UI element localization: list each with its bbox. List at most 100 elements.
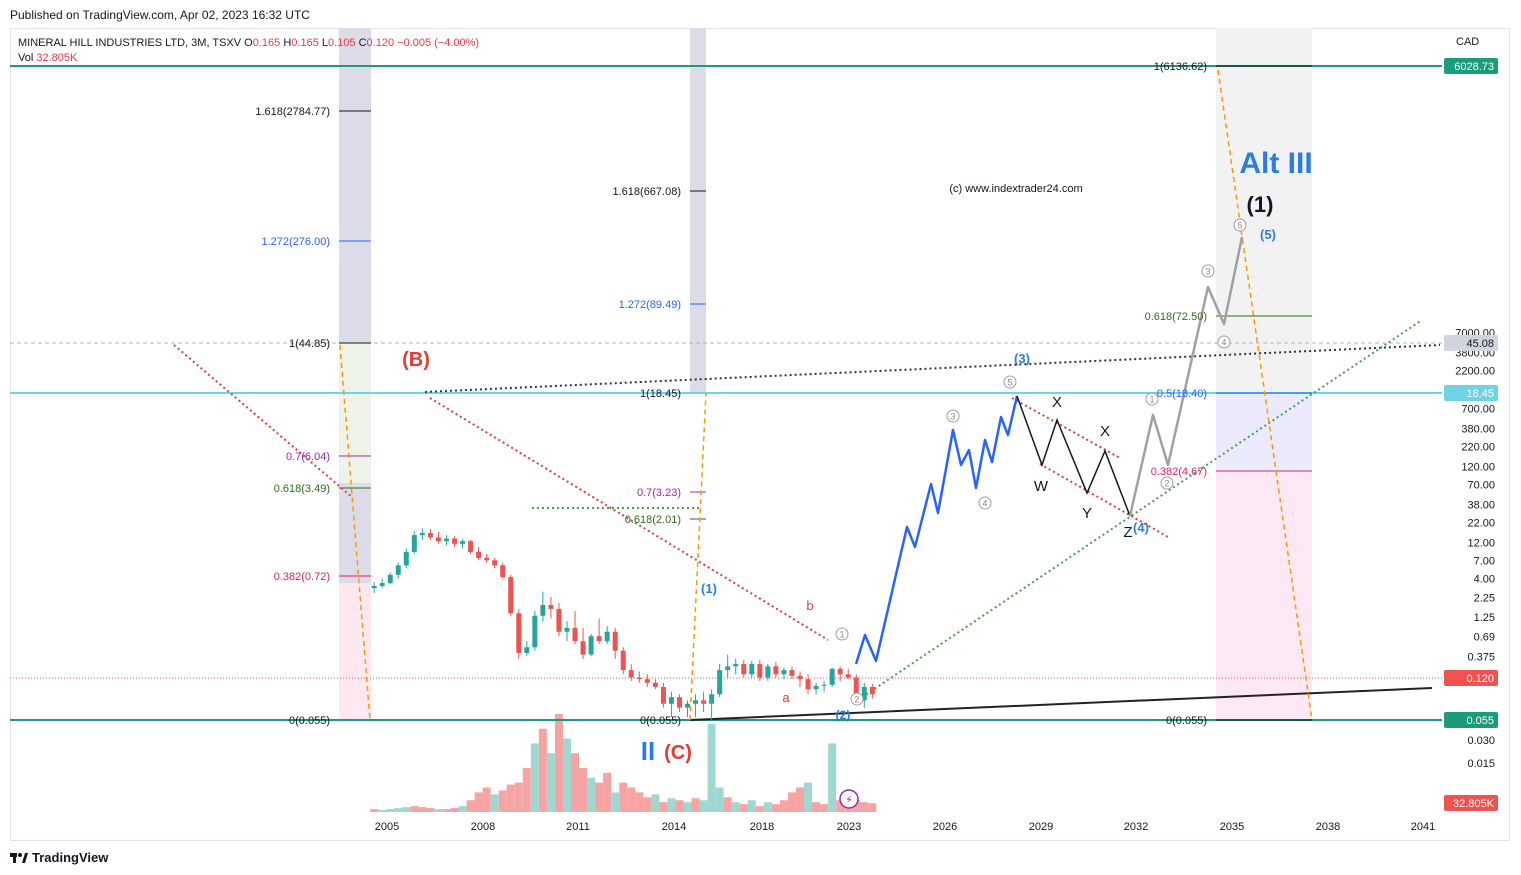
wave-count-circle bbox=[850, 692, 864, 706]
candle-body bbox=[805, 679, 811, 690]
price-tick-label: 22.00 bbox=[1467, 518, 1495, 530]
wave-count-circle bbox=[1145, 392, 1159, 406]
volume-bar bbox=[675, 800, 684, 812]
legend-symbol[interactable]: MINERAL HILL INDUSTRIES LTD, 3M, TSXV bbox=[18, 37, 242, 49]
price-tick-label: 120.00 bbox=[1461, 462, 1495, 474]
fib-level-label: 0.382(4.67) bbox=[1151, 466, 1207, 478]
candle-body bbox=[733, 664, 739, 667]
shade-zone-2004-green bbox=[339, 343, 371, 483]
fib-level-label: 1.618(667.08) bbox=[613, 186, 682, 198]
candle-body bbox=[660, 686, 666, 704]
volume-bar bbox=[450, 808, 459, 812]
candle-body bbox=[484, 557, 490, 561]
volume-bar bbox=[386, 809, 395, 812]
price-tick-label: 38.00 bbox=[1467, 499, 1495, 511]
wave-c-label: (C) bbox=[664, 742, 692, 764]
upper-trendline bbox=[424, 344, 1441, 393]
price-badge bbox=[1444, 58, 1498, 74]
lower-trendline bbox=[689, 687, 1433, 721]
time-tick-label: 2035 bbox=[1220, 821, 1244, 833]
volume-bar bbox=[683, 802, 692, 812]
price-tick-label: 0.375 bbox=[1467, 652, 1495, 664]
wave-count-circle bbox=[1233, 218, 1247, 232]
candle-body bbox=[411, 535, 417, 552]
candle-body bbox=[797, 675, 803, 680]
fib-level-label: 0.382(0.72) bbox=[274, 571, 330, 583]
wave-count-circle bbox=[835, 627, 849, 641]
wave-count-circle bbox=[1201, 264, 1215, 278]
volume-bar bbox=[514, 782, 523, 812]
fib-level-label: 0.5(18.40) bbox=[1157, 388, 1207, 400]
volume-bar bbox=[763, 802, 772, 812]
legend-change: −0.005 (−4.00%) bbox=[397, 37, 480, 49]
volume-bar bbox=[442, 809, 451, 812]
wave-count-circle bbox=[1003, 375, 1017, 389]
candle-body bbox=[741, 664, 747, 675]
candle-body bbox=[612, 631, 618, 651]
volume-bar bbox=[506, 784, 515, 812]
wave-ii-label: II bbox=[641, 736, 655, 766]
volume-bar bbox=[868, 803, 877, 812]
wave-count-label: 2 bbox=[1164, 479, 1169, 489]
price-badge bbox=[1444, 335, 1498, 351]
time-tick-label: 2032 bbox=[1124, 821, 1148, 833]
candle-body bbox=[451, 538, 457, 544]
fib-level-label: 0.7(6.04) bbox=[286, 451, 330, 463]
volume-bar bbox=[571, 753, 580, 812]
fib-level-label: 1(18.45) bbox=[640, 388, 681, 400]
candle-body bbox=[556, 608, 562, 632]
candle-body bbox=[443, 538, 449, 542]
volume-bar bbox=[474, 792, 483, 812]
volume-bar bbox=[828, 743, 837, 812]
candle-body bbox=[620, 650, 626, 671]
price-badge-label: 45.08 bbox=[1466, 338, 1494, 350]
legend-open-label: O bbox=[244, 37, 253, 49]
candle-body bbox=[853, 677, 859, 701]
green-support-line bbox=[857, 319, 1423, 701]
price-badge bbox=[1444, 712, 1498, 728]
price-badge-label: 18.45 bbox=[1466, 388, 1494, 400]
wave-y-label: Y bbox=[1082, 505, 1092, 522]
shade-zone-2035-pink bbox=[1216, 471, 1312, 720]
volume-bar bbox=[787, 792, 796, 812]
time-tick-label: 2026 bbox=[933, 821, 957, 833]
price-tick-label: 2.25 bbox=[1474, 593, 1495, 605]
volume-bar bbox=[458, 806, 467, 812]
price-tick-label: 1.25 bbox=[1474, 612, 1495, 624]
candle-body bbox=[717, 670, 723, 695]
legend-open-value: 0.165 bbox=[252, 37, 281, 49]
time-tick-label: 2038 bbox=[1316, 821, 1340, 833]
volume-bar bbox=[530, 743, 539, 812]
volume-bar bbox=[490, 794, 499, 812]
fib-level-label: 0(0.055) bbox=[289, 715, 330, 727]
volume-bar bbox=[643, 797, 652, 812]
price-tick-label: 12.00 bbox=[1467, 537, 1495, 549]
volume-bar bbox=[820, 804, 829, 812]
candle-body bbox=[403, 551, 409, 566]
candle-body bbox=[781, 670, 787, 675]
candle-body bbox=[813, 685, 819, 690]
price-badge-label: 0.120 bbox=[1466, 673, 1494, 685]
candle-body bbox=[765, 666, 771, 678]
price-badge bbox=[1444, 385, 1498, 401]
price-tick-label: 70.00 bbox=[1467, 479, 1495, 491]
wave-b-small-label: b bbox=[806, 598, 813, 613]
candle-body bbox=[693, 700, 699, 704]
price-badge-label: 32.805K bbox=[1453, 798, 1495, 810]
price-tick-label: 700.00 bbox=[1461, 403, 1495, 415]
volume-bar bbox=[755, 806, 764, 812]
candle-body bbox=[580, 641, 586, 655]
time-tick-label: 2018 bbox=[750, 821, 774, 833]
price-badge-label: 0.055 bbox=[1466, 715, 1494, 727]
volume-bar bbox=[779, 800, 788, 812]
volume-bar bbox=[836, 800, 845, 812]
footer-brand[interactable]: TradingView bbox=[10, 850, 108, 865]
candle-body bbox=[371, 586, 377, 589]
candle-body bbox=[492, 560, 498, 566]
wave-1-label: (1) bbox=[1247, 192, 1274, 217]
channel-upper-red bbox=[1011, 397, 1121, 459]
fib-level-label: 1.272(89.49) bbox=[619, 299, 681, 311]
price-tick-label: 0.030 bbox=[1467, 735, 1495, 747]
volume-bar bbox=[619, 782, 628, 812]
